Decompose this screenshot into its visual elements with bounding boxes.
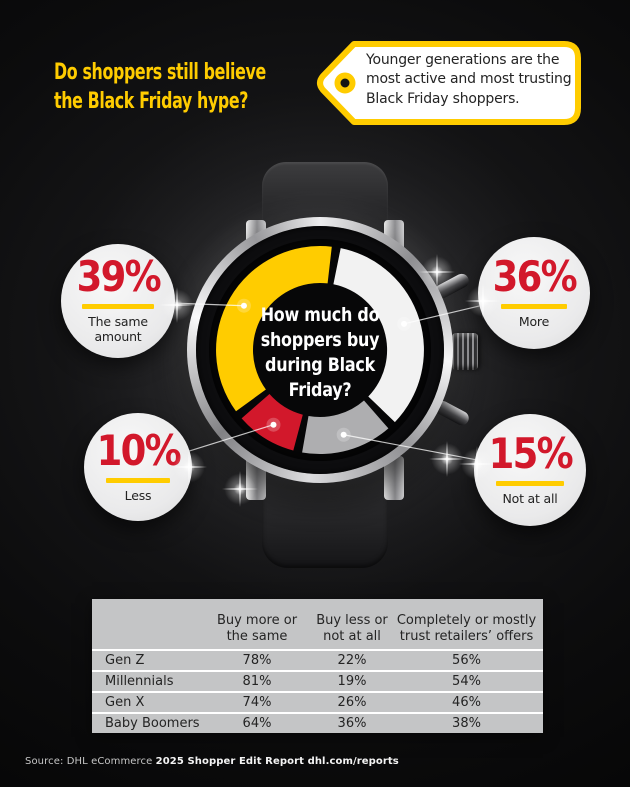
row-value: 22% [337,652,367,668]
callout-label: Not at all [502,490,558,506]
generations-table: Buy more or the same Buy less or not at … [92,599,543,733]
table-row: Gen Z 78% 22% 56% [92,649,543,670]
price-tag-shape [317,41,581,125]
callout-bubble-not-at-all: 15% Not at all [474,414,586,526]
table-header-buy-more: Buy more or the same [216,613,298,644]
sparkle-icon [429,441,465,477]
table-row: Gen X 74% 26% 46% [92,691,543,712]
callout-label: More [518,313,550,329]
yellow-underline [82,304,154,310]
tag-hole-icon [334,72,356,94]
yellow-underline [106,477,170,483]
row-label: Gen X [105,694,145,710]
callout-label: The same amount [88,314,148,345]
row-value: 81% [242,673,272,689]
row-label: Millennials [105,673,174,689]
row-value: 26% [337,694,367,710]
watch-crown [452,333,478,370]
callout-value: 15% [488,428,573,478]
row-label: Gen Z [105,652,145,668]
yellow-underline [501,303,567,309]
source-line: Source: DHL eCommerce 2025 Shopper Edit … [25,756,399,767]
row-value: 74% [242,694,272,710]
callout-bubble-less: 10% Less [84,413,192,521]
tag-body [317,41,581,125]
tag-note: Younger generations are the most active … [366,52,572,107]
row-value: 64% [242,715,272,731]
callout-label: Less [124,487,152,503]
row-value: 19% [337,673,367,689]
table-header-buy-less: Buy less or not at all [316,613,388,644]
page-title: Do shoppers still believe the Black Frid… [54,60,266,115]
row-value: 38% [452,715,481,731]
source-prefix: Source: DHL eCommerce [25,756,156,767]
row-label: Baby Boomers [105,715,200,731]
table-row: Millennials 81% 19% 54% [92,670,543,691]
callout-bubble-same-amount: 39% The same amount [61,244,175,358]
table-header-trust: Completely or mostly trust retailers’ of… [396,613,537,644]
watch-lug [384,456,404,500]
table-header-row: Buy more or the same Buy less or not at … [92,599,543,649]
source-report-name: 2025 Shopper Edit Report dhl.com/reports [155,756,399,767]
row-value: 56% [452,652,481,668]
row-value: 54% [452,673,481,689]
callout-value: 10% [96,425,181,475]
yellow-underline [496,480,564,486]
callout-value: 36% [492,251,577,301]
chart-question: How much do shoppers buy during Black Fr… [260,304,380,402]
row-value: 78% [242,652,272,668]
row-value: 46% [452,694,481,710]
callout-value: 39% [76,252,161,302]
row-value: 36% [337,715,367,731]
table-row: Baby Boomers 64% 36% 38% [92,712,543,733]
callout-bubble-more: 36% More [478,237,590,349]
